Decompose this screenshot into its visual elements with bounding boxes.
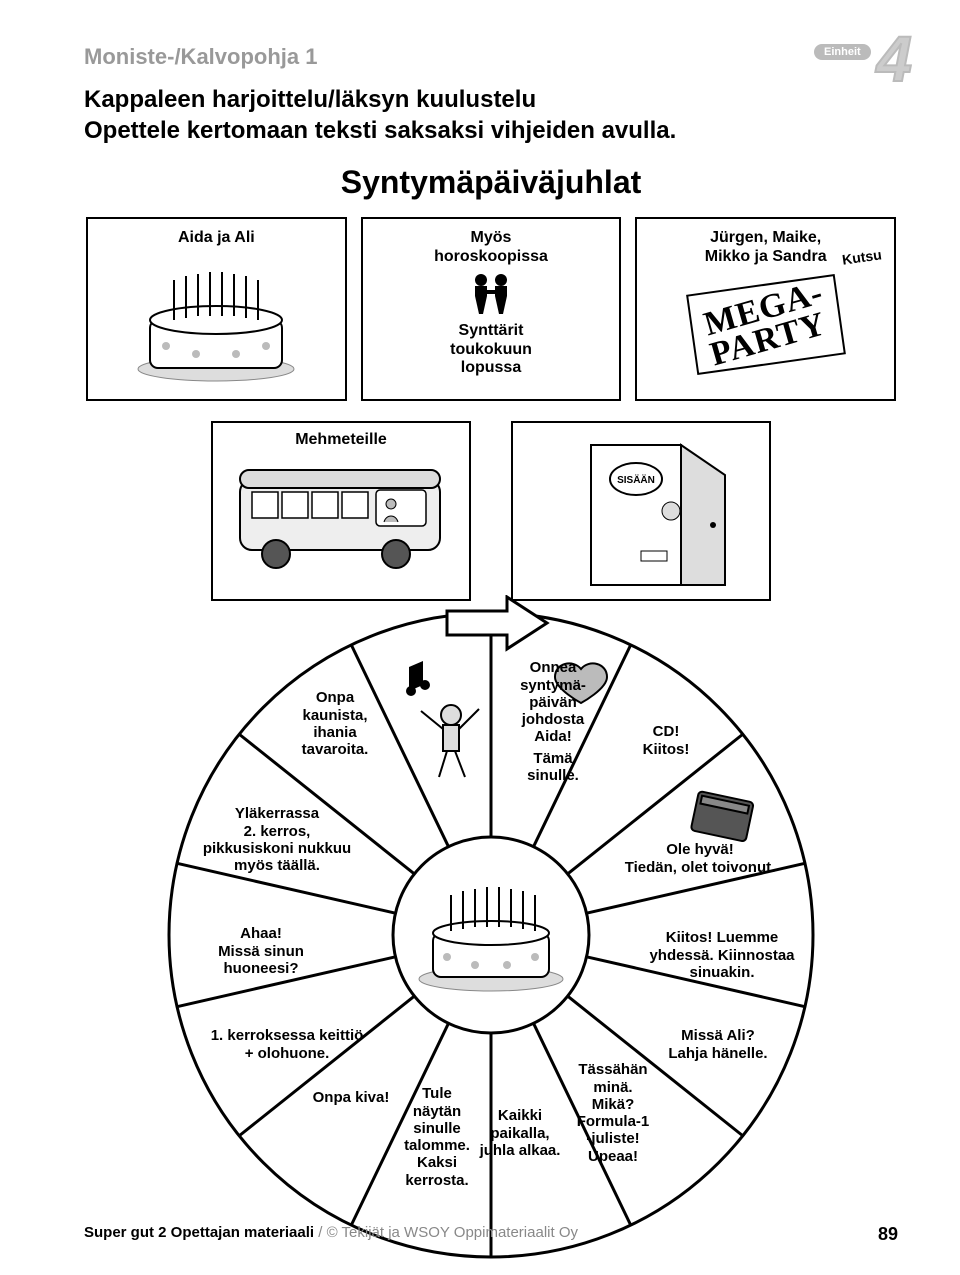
page: Einheit 4 Moniste-/Kalvopohja 1 Kappalee…: [0, 0, 960, 1273]
door-sign: SISÄÄN: [617, 473, 655, 486]
seg-0: Onneasyntymä-päivänjohdostaAida!Tämäsinu…: [493, 659, 613, 784]
seg-3: Kiitos! Luemmeyhdessä. Kiinnostaasinuaki…: [627, 929, 817, 981]
seg-10: Ahaa!Missä sinunhuoneesi?: [181, 925, 341, 977]
story-wheel: Onneasyntymä-päivänjohdostaAida!Tämäsinu…: [151, 595, 831, 1275]
card-bus: Mehmeteille: [211, 421, 471, 601]
page-number: 89: [878, 1224, 898, 1245]
footer-book: Super gut 2 Opettajan materiaali: [84, 1224, 314, 1241]
footer-copyright: / © Tekijät ja WSOY Oppimateriaalit Oy: [314, 1224, 578, 1241]
subtitle-line-1: Kappaleen harjoittelu/läksyn kuulustelu: [84, 84, 898, 115]
card-label: Aida ja Ali: [94, 229, 339, 247]
unit-number: 4: [876, 22, 912, 96]
card-invitation: Jürgen, Maike, Mikko ja Sandra Kutsu MEG…: [635, 217, 896, 401]
card-aida-ali: Aida ja Ali: [86, 217, 347, 401]
seg-8: Onpa kiva!: [291, 1089, 411, 1106]
door-icon: SISÄÄN: [541, 431, 741, 591]
template-label: Moniste-/Kalvopohja 1: [84, 44, 898, 70]
mid-row: Mehmeteille SISÄÄN: [84, 421, 898, 601]
seg-2: Ole hyvä!Tiedän, olet toivonut.: [605, 841, 795, 876]
footer-text: Super gut 2 Opettajan materiaali / © Tek…: [84, 1224, 578, 1245]
cake-icon: [126, 254, 306, 384]
footer: Super gut 2 Opettajan materiaali / © Tek…: [84, 1224, 898, 1245]
main-title: Syntymäpäiväjuhlat: [84, 164, 898, 201]
card-horoscope: Myös horoskoopissa Synttärit toukokuun l…: [361, 217, 622, 401]
mega-party-box: MEGA- PARTY: [686, 274, 846, 375]
card-label-top: Myös horoskoopissa: [369, 229, 614, 266]
card-door: SISÄÄN: [511, 421, 771, 601]
seg-1: CD!Kiitos!: [621, 723, 711, 758]
unit-badge: Einheit 4: [822, 30, 912, 104]
unit-label: Einheit: [814, 44, 871, 60]
card-label: Mehmeteille: [219, 431, 463, 449]
subtitle: Kappaleen harjoittelu/läksyn kuulustelu …: [84, 84, 898, 146]
subtitle-line-2: Opettele kertomaan teksti saksaksi vihje…: [84, 115, 898, 146]
seg-9: 1. kerroksessa keittiö+ olohuone.: [187, 1027, 387, 1062]
seg-12: Onpakaunista,ihaniatavaroita.: [275, 689, 395, 758]
bus-icon: [226, 450, 456, 580]
seg-11: Yläkerrassa2. kerros,pikkusiskoni nukkuu…: [167, 805, 387, 874]
twins-icon: [461, 272, 521, 316]
card-label-bottom: Synttärit toukokuun lopussa: [369, 322, 614, 377]
cards-row: Aida ja Ali Myös horoskoopissa: [84, 217, 898, 401]
seg-4: Missä Ali?Lahja hänelle.: [643, 1027, 793, 1062]
